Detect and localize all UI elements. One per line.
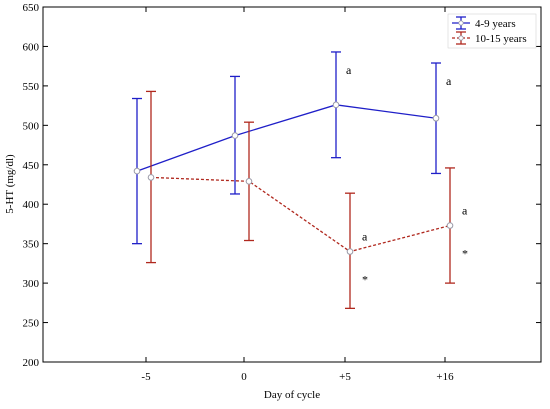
data-point: [231, 132, 239, 139]
x-tick-label: +5: [339, 371, 351, 383]
y-axis: 200 250 300 350 400 450 500 550 600 650: [23, 2, 541, 369]
legend-box: [447, 13, 537, 49]
y-tick-label: 400: [23, 199, 40, 211]
y-tick-label: 300: [23, 278, 40, 290]
x-axis-title: Day of cycle: [264, 389, 320, 401]
data-point: [432, 114, 440, 122]
data-point: [133, 167, 141, 175]
legend-label: 10-15 years: [475, 33, 527, 45]
legend-swatch-point: [458, 35, 464, 41]
annotation-layer: a a a * a *: [346, 63, 468, 287]
series-0: [132, 51, 441, 245]
y-tick-label: 600: [23, 41, 40, 53]
series-line: [150, 176, 451, 253]
x-tick-label: -5: [141, 371, 151, 383]
data-point: [147, 174, 155, 181]
y-tick-label: 200: [23, 357, 40, 369]
annotation-label: *: [362, 273, 368, 287]
annotation-label: a: [462, 204, 468, 218]
y-tick-label: 250: [23, 318, 40, 330]
x-axis: -5 0 +5 +16: [141, 7, 454, 383]
annotation-label: a: [346, 63, 352, 77]
annotation-label: *: [462, 247, 468, 261]
plot-frame: [42, 6, 542, 363]
data-point: [346, 248, 354, 255]
x-tick-label: +16: [436, 371, 454, 383]
annotation-label: a: [446, 74, 452, 88]
data-point: [446, 222, 454, 229]
y-tick-label: 350: [23, 239, 40, 251]
legend-label: 4-9 years: [475, 18, 516, 30]
data-point: [245, 178, 253, 185]
y-tick-label: 550: [23, 81, 40, 93]
series-layer: [132, 51, 455, 310]
series-line: [136, 104, 437, 172]
y-tick-label: 500: [23, 120, 40, 132]
series-1: [146, 90, 455, 310]
y-tick-label: 650: [23, 2, 40, 14]
y-axis-title: 5-HT (mg/dl): [4, 154, 16, 214]
legend-swatch-point: [458, 20, 464, 26]
x-tick-label: 0: [241, 371, 247, 383]
y-tick-label: 450: [23, 160, 40, 172]
legend: 4-9 years 10-15 years: [447, 13, 537, 49]
annotation-label: a: [362, 230, 368, 244]
data-point: [332, 101, 340, 109]
